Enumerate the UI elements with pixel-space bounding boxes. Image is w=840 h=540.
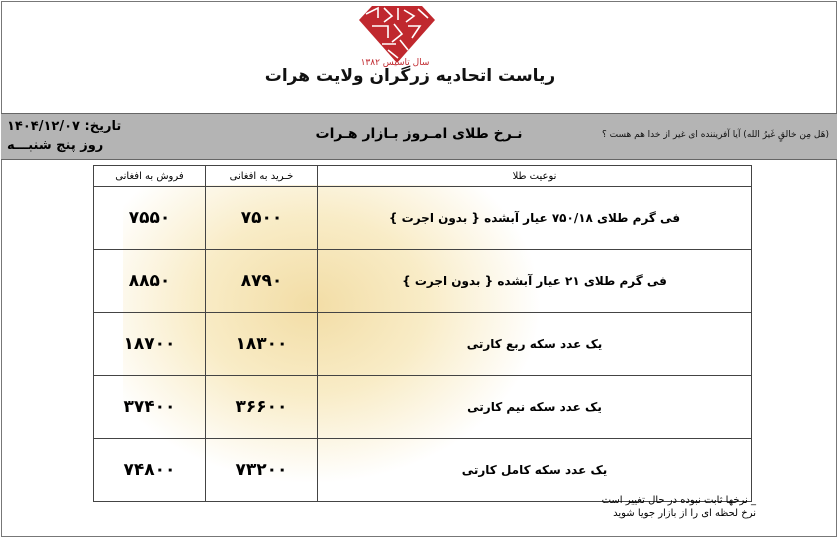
gold-type: یک عدد سکه نیم کارتی (317, 375, 752, 439)
day-text: روز پنج شنبـــه (7, 138, 104, 153)
buy-price: ۷۳۲۰۰ (205, 438, 318, 502)
note-line: _ نرخها ثابت نبوده در حال تغییر است (601, 495, 756, 506)
sell-price: ۱۸۷۰۰ (93, 312, 206, 376)
date-text: تاریخ: ۱۴۰۴/۱۲/۰۷ (7, 119, 122, 134)
price-table-wrap: نوعیت طلا خـرید به افغانی فروش به افغانی… (93, 165, 752, 502)
gold-type: یک عدد سکه ربع کارتی (317, 312, 752, 376)
table-row: فی گرم طلای ۷۵۰/۱۸ عیار آبشده { بدون اجر… (93, 186, 752, 250)
buy-price: ۱۸۳۰۰ (205, 312, 318, 376)
sell-price: ۷۵۵۰ (93, 186, 206, 250)
header-sell: فروش به افغانی (93, 165, 206, 187)
verse-text: (هَل مِن خالقٍ غَیرُ الله) آیا آفریننده … (601, 130, 829, 140)
buy-price: ۳۶۶۰۰ (205, 375, 318, 439)
title-band: (هَل مِن خالقٍ غَیرُ الله) آیا آفریننده … (1, 113, 837, 160)
union-diamond-logo (359, 6, 435, 63)
header-buy: خـرید به افغانی (205, 165, 318, 187)
buy-price: ۸۷۹۰ (205, 249, 318, 313)
price-table: نوعیت طلا خـرید به افغانی فروش به افغانی… (93, 165, 752, 502)
gold-type: فی گرم طلای ۷۵۰/۱۸ عیار آبشده { بدون اجر… (317, 186, 752, 250)
gold-type: فی گرم طلای ۲۱ عیار آبشده { بدون اجرت } (317, 249, 752, 313)
table-header-row: نوعیت طلا خـرید به افغانی فروش به افغانی (93, 165, 752, 187)
footer-notes: _ نرخها ثابت نبوده در حال تغییر است نرخ … (602, 494, 756, 520)
organization-title: ریاست اتحادیه زرگران ولایت هرات (264, 66, 556, 86)
note-line: نرخ لحظه ای را از بازار جویا شوید (613, 508, 756, 519)
table-row: یک عدد سکه ربع کارتی ۱۸۳۰۰ ۱۸۷۰۰ (93, 312, 752, 376)
founded-year: سال تاسیس ۱۳۸۲ (360, 58, 430, 68)
gold-type: یک عدد سکه کامل کارتی (317, 438, 752, 502)
table-row: یک عدد سکه نیم کارتی ۳۶۶۰۰ ۳۷۴۰۰ (93, 375, 752, 439)
table-row: یک عدد سکه کامل کارتی ۷۳۲۰۰ ۷۴۸۰۰ (93, 438, 752, 502)
table-row: فی گرم طلای ۲۱ عیار آبشده { بدون اجرت } … (93, 249, 752, 313)
sell-price: ۳۷۴۰۰ (93, 375, 206, 439)
sell-price: ۷۴۸۰۰ (93, 438, 206, 502)
page-title: نـرخ طلای امـروز بـازار هـرات (315, 126, 523, 142)
header-type: نوعیت طلا (317, 165, 752, 187)
date-block: تاریخ: ۱۴۰۴/۱۲/۰۷ روز پنج شنبـــه (7, 117, 121, 155)
buy-price: ۷۵۰۰ (205, 186, 318, 250)
sell-price: ۸۸۵۰ (93, 249, 206, 313)
